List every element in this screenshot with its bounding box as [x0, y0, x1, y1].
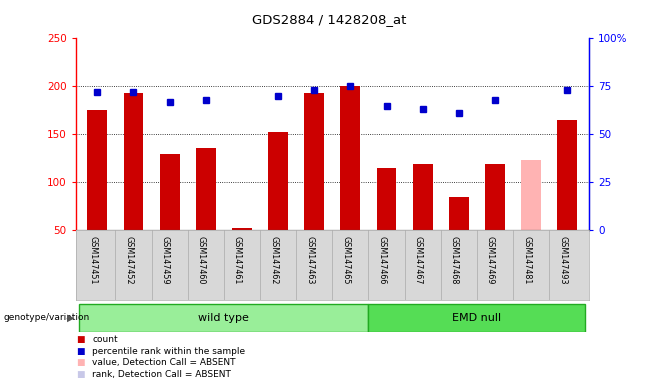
- Text: GSM147460: GSM147460: [197, 236, 206, 284]
- Text: ■: ■: [76, 335, 84, 344]
- Bar: [340, 86, 361, 230]
- Text: GSM147452: GSM147452: [124, 236, 134, 285]
- Text: EMD null: EMD null: [452, 313, 501, 323]
- Text: ■: ■: [76, 347, 84, 356]
- Text: GSM147468: GSM147468: [450, 236, 459, 284]
- Bar: [368, 304, 586, 331]
- Text: count: count: [92, 335, 118, 344]
- Text: ■: ■: [76, 370, 84, 379]
- Text: GSM147467: GSM147467: [414, 236, 422, 285]
- Text: GSM147481: GSM147481: [522, 236, 531, 284]
- Bar: [449, 197, 468, 230]
- Text: GSM147462: GSM147462: [269, 236, 278, 285]
- Bar: [376, 168, 396, 230]
- Bar: [124, 93, 143, 230]
- Bar: [521, 161, 541, 230]
- Bar: [304, 93, 324, 230]
- Text: ▶: ▶: [67, 313, 75, 323]
- Text: GSM147461: GSM147461: [233, 236, 242, 284]
- Text: GSM147451: GSM147451: [88, 236, 97, 285]
- Text: ■: ■: [76, 358, 84, 367]
- Bar: [268, 132, 288, 230]
- Bar: [232, 228, 252, 230]
- Text: percentile rank within the sample: percentile rank within the sample: [92, 347, 245, 356]
- Bar: [413, 164, 432, 230]
- Bar: [88, 111, 107, 230]
- Text: GSM147466: GSM147466: [378, 236, 386, 284]
- Bar: [485, 164, 505, 230]
- Bar: [196, 148, 216, 230]
- Bar: [79, 304, 368, 331]
- Text: rank, Detection Call = ABSENT: rank, Detection Call = ABSENT: [92, 370, 231, 379]
- Text: GSM147463: GSM147463: [305, 236, 315, 284]
- Text: GSM147493: GSM147493: [558, 236, 567, 285]
- Text: wild type: wild type: [199, 313, 249, 323]
- Text: genotype/variation: genotype/variation: [3, 313, 89, 322]
- Text: GSM147459: GSM147459: [161, 236, 170, 285]
- Bar: [160, 154, 180, 230]
- Text: value, Detection Call = ABSENT: value, Detection Call = ABSENT: [92, 358, 236, 367]
- Text: GSM147469: GSM147469: [486, 236, 495, 285]
- Text: GDS2884 / 1428208_at: GDS2884 / 1428208_at: [252, 13, 406, 26]
- Text: GSM147465: GSM147465: [342, 236, 350, 285]
- Bar: [557, 120, 577, 230]
